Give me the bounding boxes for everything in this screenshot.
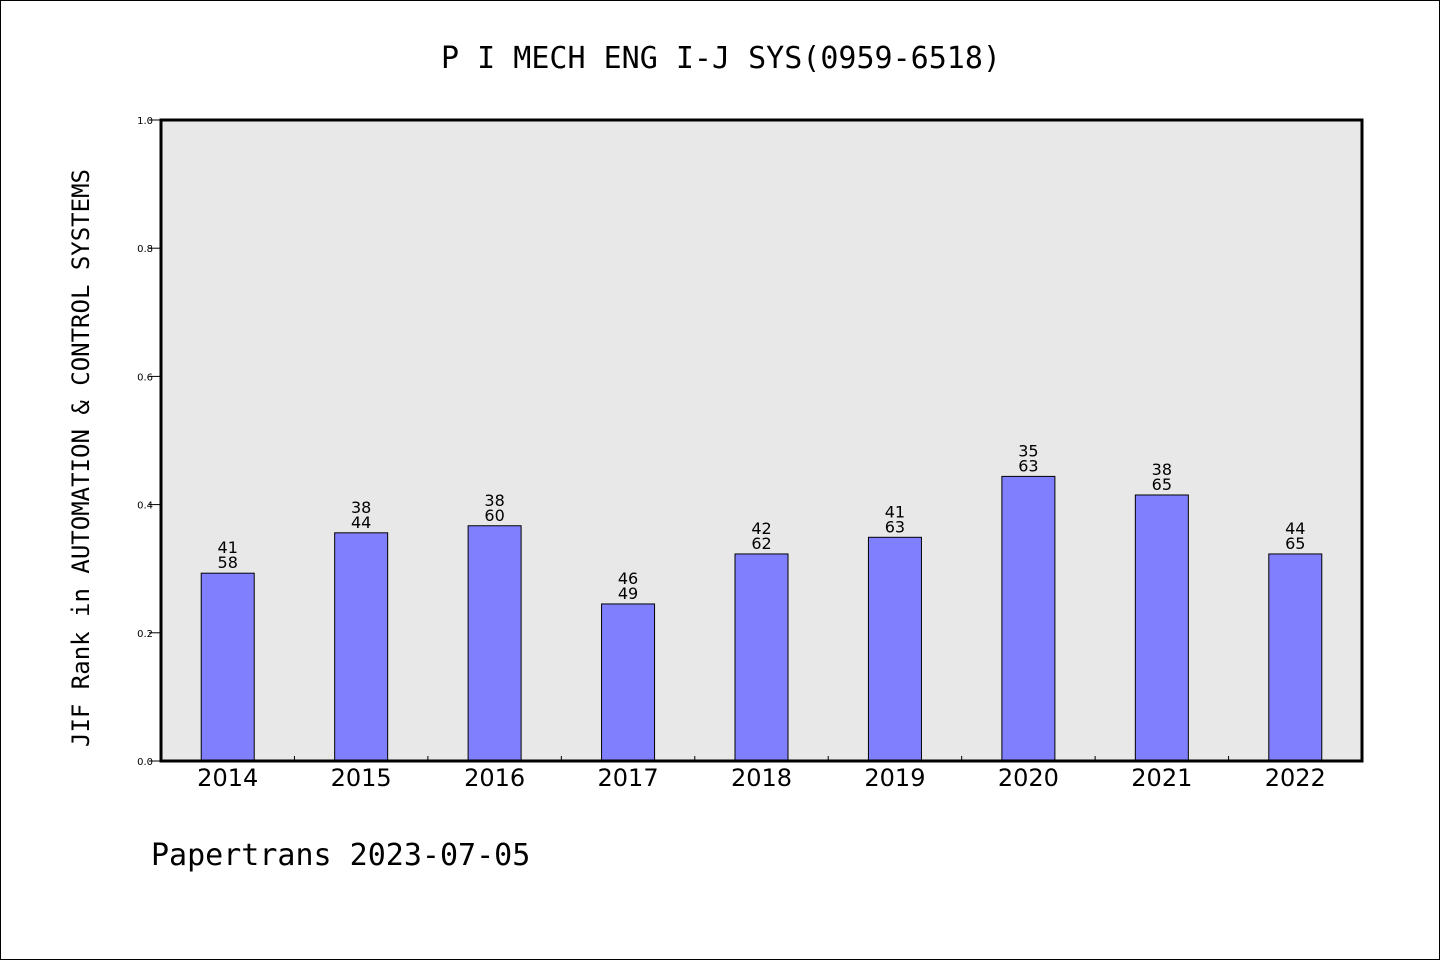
bar-2021 [1134,494,1189,762]
x-axis-ticks: 2014 2015 2016 2017 2018 2019 2020 2021 2022 [197,756,1326,792]
data-label-bottom: 49 [618,584,638,603]
data-label-top: 38 [351,498,371,517]
data-label-bottom: 65 [1152,475,1172,494]
data-label-top: 38 [484,491,504,510]
data-label-top: 35 [1018,441,1038,460]
y-tick-label: 0.0 [137,757,153,768]
y-axis-label: JIF Rank in AUTOMATION & CONTROL SYSTEMS [67,169,95,747]
bar-2015 [334,532,389,762]
x-tick-label: 2021 [1131,764,1192,792]
data-label-bottom: 62 [751,534,771,553]
x-tick-label: 2018 [731,764,792,792]
data-label-bottom: 65 [1285,534,1305,553]
data-label-bottom: 58 [218,553,238,572]
x-tick-label: 2022 [1265,764,1326,792]
x-tick-label: 2020 [998,764,1059,792]
bar-2022 [1268,553,1323,762]
bar-2016 [467,525,522,762]
bars-group [200,475,1323,762]
data-label-top: 41 [885,502,905,521]
x-tick-label: 2017 [598,764,659,792]
data-label-top: 41 [218,538,238,557]
bar-2017 [601,603,656,762]
data-label-top: 44 [1285,519,1305,538]
y-axis-ticks: 0.0 0.2 0.4 0.6 0.8 1.0 [137,116,161,768]
x-tick-label: 2019 [864,764,925,792]
data-label-bottom: 63 [1018,456,1038,475]
x-tick-label: 2016 [464,764,525,792]
data-label-bottom: 60 [484,506,504,525]
bar-2018 [734,553,789,762]
bar-2020 [1001,475,1056,762]
data-label-bottom: 44 [351,513,371,532]
data-label-top: 38 [1152,460,1172,479]
chart-title: P I MECH ENG I-J SYS(0959-6518) [441,41,1001,76]
data-label-top: 42 [751,519,771,538]
x-tick-label: 2014 [197,764,258,792]
y-tick-label: 0.6 [137,372,153,383]
plot-border [159,118,1364,763]
y-tick-label: 0.2 [137,629,153,640]
footer-text: Papertrans 2023-07-05 [151,838,530,873]
y-tick-label: 0.8 [137,244,153,255]
bar-2014 [200,572,255,762]
x-tick-label: 2015 [331,764,392,792]
data-label-top: 46 [618,569,638,588]
bar-2019 [867,536,922,762]
y-tick-label: 1.0 [137,116,153,127]
y-tick-label: 0.4 [137,501,153,512]
data-label-bottom: 63 [885,517,905,536]
